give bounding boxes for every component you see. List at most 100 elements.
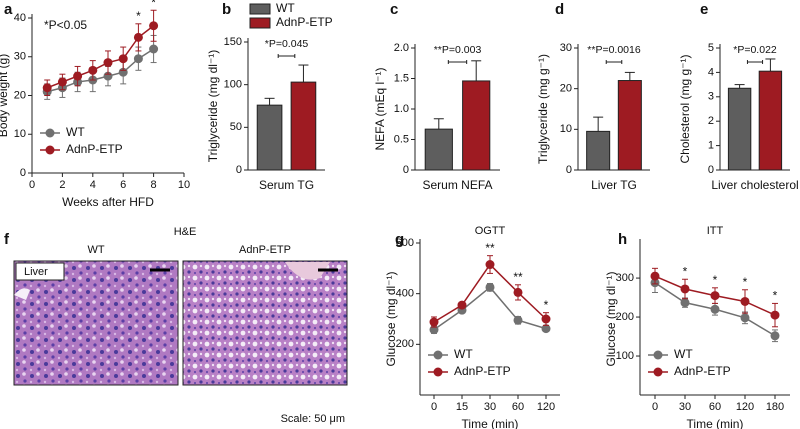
x-tick-label: 4 [90, 179, 96, 191]
y-tick-label: 0 [236, 164, 242, 176]
point [133, 54, 143, 64]
annotation: **P=0.0016 [587, 44, 641, 56]
x-tick-label: 120 [537, 401, 555, 413]
legend-label: AdnP-ETP [674, 364, 731, 378]
y-axis-label: Triglyceride (mg g⁻¹) [536, 54, 550, 164]
bar [617, 80, 642, 171]
y-tick-label: 2 [708, 115, 714, 127]
x-tick-label: 120 [736, 401, 754, 413]
y-axis-label: Glucose (mg dl⁻¹) [384, 271, 398, 366]
y-tick-label: 30 [560, 42, 572, 54]
y-tick-label: 30 [14, 51, 26, 63]
y-tick-label: 3 [708, 91, 714, 103]
x-axis-label: Weeks after HFD [62, 195, 154, 209]
histology-image [182, 260, 348, 386]
y-tick-label: 0 [403, 164, 409, 176]
significance: ** [485, 241, 495, 255]
y-tick-label: 600 [396, 237, 414, 249]
point [429, 317, 439, 327]
y-tick-label: 10 [560, 123, 572, 135]
bar [758, 70, 783, 171]
significance: * [151, 0, 156, 9]
y-tick-label: 0 [20, 167, 26, 179]
panel-label: b [222, 1, 231, 18]
legend-marker [433, 350, 443, 360]
x-tick-label: 6 [120, 179, 126, 191]
x-tick-label: 60 [709, 401, 721, 413]
image-label: AdnP-ETP [239, 244, 291, 256]
y-tick-label: 100 [224, 79, 242, 91]
legend-label: AdnP-ETP [454, 364, 511, 378]
significance: * [743, 275, 748, 289]
y-tick-label: 0 [708, 164, 714, 176]
x-tick-label: 0 [652, 401, 658, 413]
point [541, 314, 551, 324]
point [42, 83, 52, 93]
panel-title: H&E [174, 226, 197, 238]
x-axis-label: Time (min) [687, 417, 744, 429]
x-axis-label: Serum TG [259, 178, 314, 192]
panel: d 0 10 20 30 Triglyceride (mg g⁻¹) Liver TG **P… [536, 1, 650, 192]
histology-image [13, 260, 179, 386]
panel-label: f [4, 231, 10, 248]
point [133, 32, 143, 42]
y-tick-label: 1.5 [394, 72, 409, 84]
y-tick-label: 1 [708, 140, 714, 152]
y-tick-label: 20 [560, 83, 572, 95]
bar [290, 81, 317, 171]
legend-label: WT [276, 1, 295, 15]
tissue-label: Liver [24, 266, 48, 278]
point [118, 54, 128, 64]
y-tick-label: 200 [616, 311, 634, 323]
panel-label: e [700, 1, 708, 18]
x-axis-label: Liver TG [591, 178, 637, 192]
x-axis-label: Time (min) [462, 417, 519, 429]
annotation: *P<0.05 [44, 18, 87, 32]
bar [462, 80, 491, 171]
point [149, 44, 159, 54]
significance: * [136, 9, 141, 23]
bar [256, 104, 283, 171]
series-line [433, 286, 547, 331]
x-tick-label: 60 [512, 401, 524, 413]
scale-label: Scale: 50 μm [281, 413, 345, 425]
legend-marker [45, 145, 55, 155]
legend-marker [653, 350, 663, 360]
x-tick-label: 10 [178, 179, 190, 191]
significance: * [544, 298, 549, 312]
y-axis-label: Triglyceride (mg dl⁻¹) [206, 50, 220, 163]
point [513, 287, 523, 297]
panel-title: OGTT [475, 225, 506, 237]
legend-label: AdnP-ETP [276, 15, 333, 29]
annotation: *P=0.022 [733, 44, 777, 56]
point [88, 65, 98, 75]
y-tick-label: 300 [616, 272, 634, 284]
x-tick-label: 0 [29, 179, 35, 191]
y-tick-label: 2.0 [394, 42, 409, 54]
point [680, 298, 690, 308]
point [541, 324, 551, 334]
x-axis-label: Liver cholesterol [711, 178, 798, 192]
image-label: WT [87, 244, 104, 256]
point [740, 296, 750, 306]
x-tick-label: 0 [431, 401, 437, 413]
point [770, 310, 780, 320]
point [457, 300, 467, 310]
legend-label: WT [66, 125, 85, 139]
panel-label: c [390, 1, 398, 18]
legend-marker [653, 367, 663, 377]
legend-swatch [249, 3, 271, 15]
y-tick-label: 10 [14, 128, 26, 140]
point [740, 313, 750, 323]
y-tick-label: 1.0 [394, 103, 409, 115]
point [650, 271, 660, 281]
panel: e 0 1 2 3 4 5 Cholesterol (mg g⁻¹) Liver cholest… [678, 1, 799, 192]
y-tick-label: 0 [566, 164, 572, 176]
point [710, 291, 720, 301]
point [73, 71, 83, 81]
legend-label: AdnP-ETP [66, 142, 123, 156]
tissue-label-box [15, 262, 65, 281]
legend-marker [433, 367, 443, 377]
